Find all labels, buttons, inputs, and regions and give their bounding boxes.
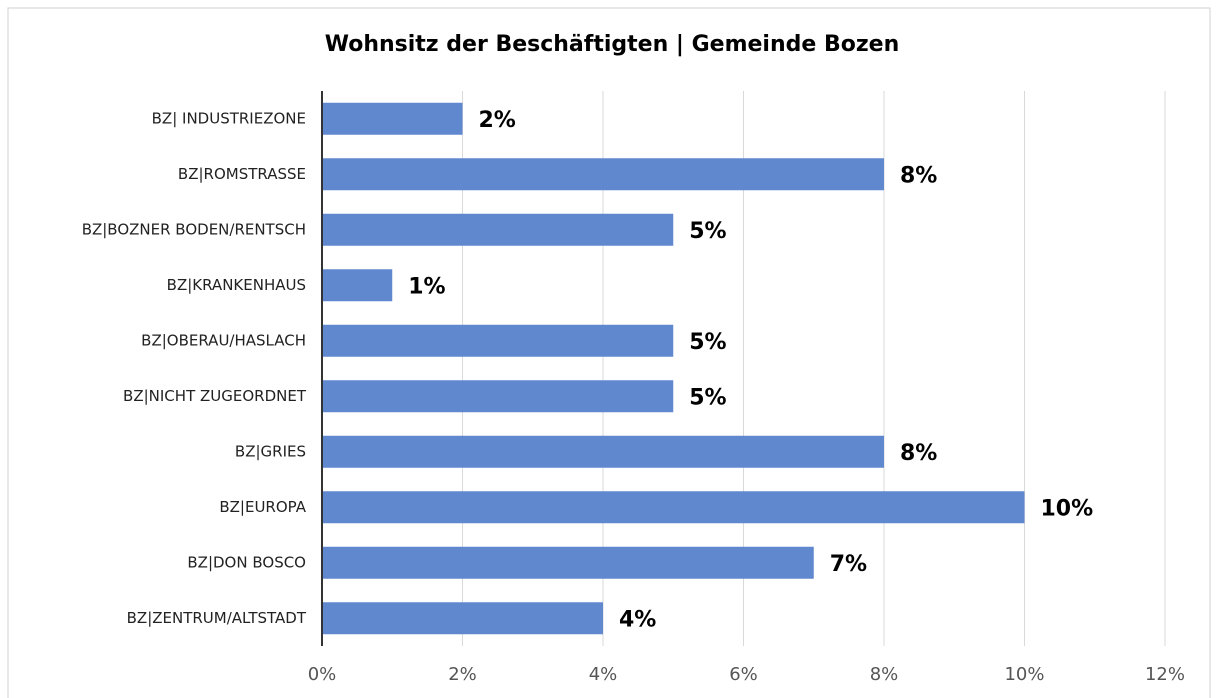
- y-tick-label: BZ|DON BOSCO: [187, 553, 306, 571]
- value-label: 10%: [1041, 496, 1094, 521]
- value-label: 2%: [479, 108, 516, 133]
- bar: [322, 324, 674, 357]
- value-label: 5%: [689, 385, 726, 410]
- x-tick-label: 10%: [1004, 664, 1044, 685]
- bar: [322, 491, 1025, 524]
- x-tick-label: 6%: [729, 664, 758, 685]
- x-tick-label: 2%: [448, 664, 477, 685]
- y-tick-label: BZ|BOZNER BODEN/RENTSCH: [82, 220, 306, 238]
- y-tick-label: BZ|KRANKENHAUS: [167, 276, 306, 294]
- value-label: 8%: [900, 163, 937, 188]
- bar: [322, 602, 603, 635]
- bar: [322, 435, 884, 468]
- value-label: 7%: [830, 552, 867, 577]
- x-tick-label: 12%: [1145, 664, 1185, 685]
- x-tick-label: 0%: [308, 664, 337, 685]
- y-tick-label: BZ|ZENTRUM/ALTSTADT: [127, 609, 307, 627]
- value-label: 5%: [689, 330, 726, 355]
- chart-title: Wohnsitz der Beschäftigten | Gemeinde Bo…: [325, 32, 900, 57]
- y-tick-label: BZ|ROMSTRASSE: [178, 165, 306, 183]
- bar: [322, 213, 674, 246]
- y-tick-label: BZ|NICHT ZUGEORDNET: [123, 387, 307, 405]
- value-label: 1%: [408, 274, 445, 299]
- x-tick-label: 4%: [589, 664, 618, 685]
- y-tick-label: BZ|OBERAU/HASLACH: [141, 331, 306, 349]
- bar: [322, 380, 674, 413]
- x-tick-label: 8%: [870, 664, 899, 685]
- bar: [322, 269, 393, 302]
- y-tick-label: BZ| INDUSTRIEZONE: [152, 109, 306, 127]
- bar: [322, 546, 814, 579]
- y-tick-label: BZ|GRIES: [235, 442, 306, 460]
- y-tick-label: BZ|EUROPA: [219, 498, 306, 516]
- value-label: 5%: [689, 219, 726, 244]
- value-label: 8%: [900, 441, 937, 466]
- bar: [322, 102, 463, 135]
- value-label: 4%: [619, 607, 656, 632]
- bar: [322, 158, 884, 191]
